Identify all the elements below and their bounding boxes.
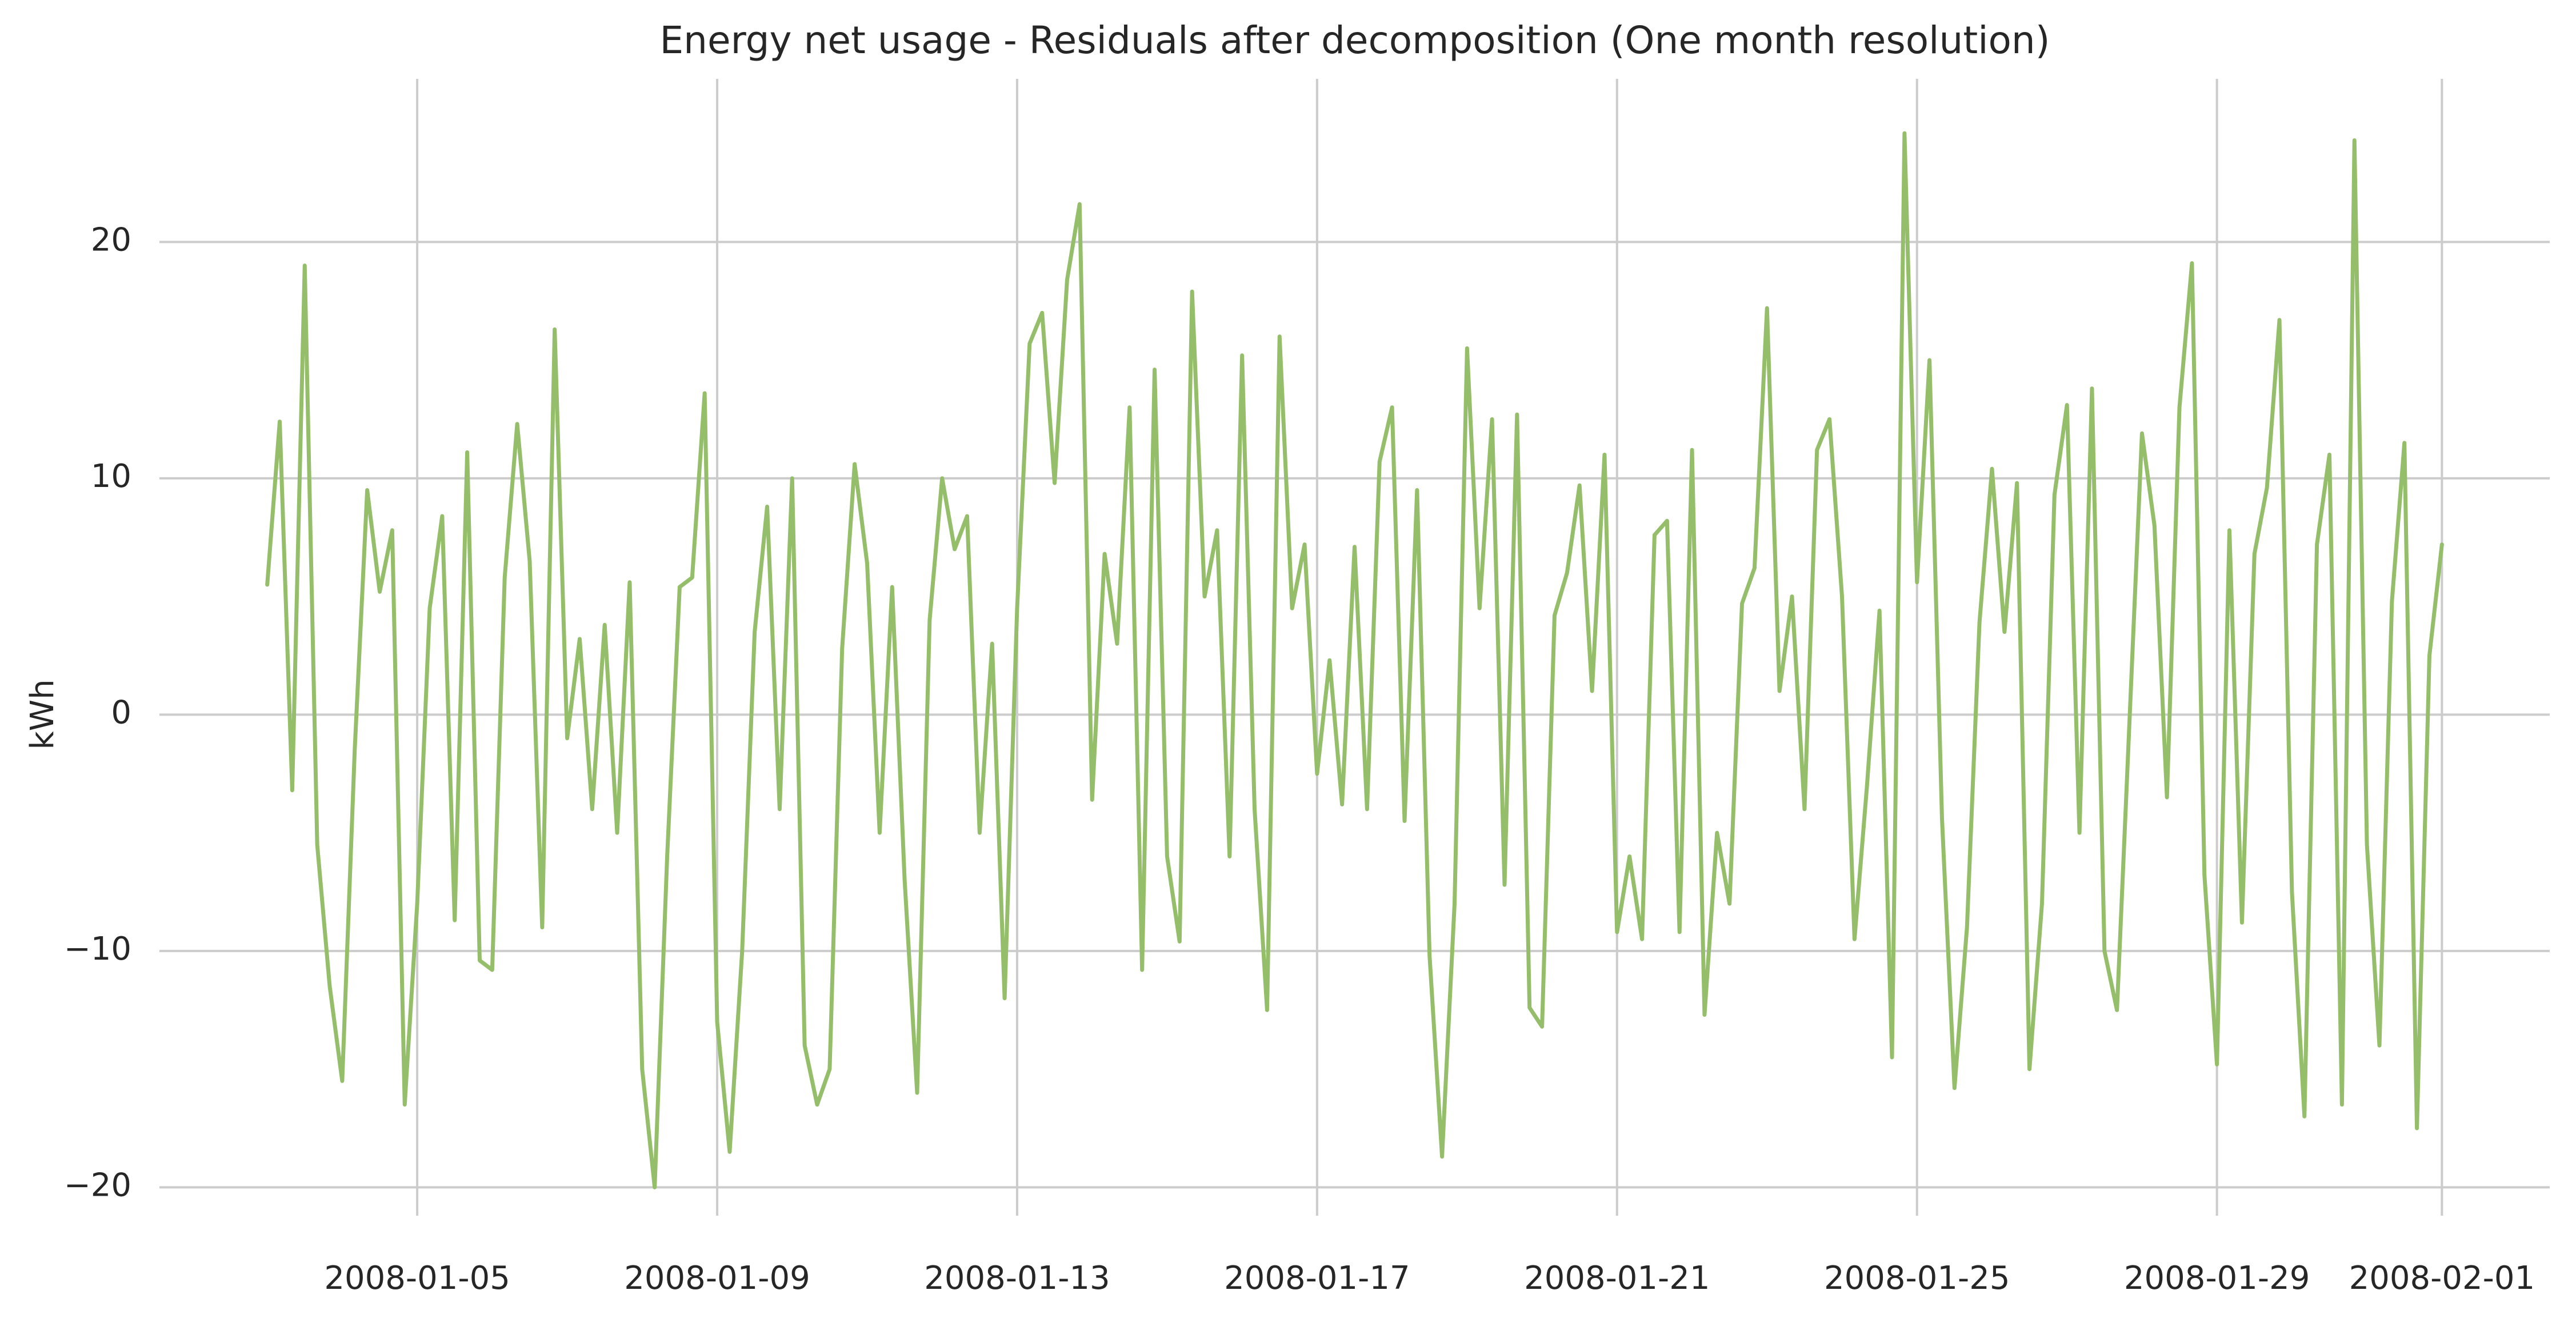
x-tick-label: 2008-01-29 xyxy=(2124,1260,2310,1297)
y-tick-label: 10 xyxy=(91,458,131,495)
x-tick-label: 2008-01-13 xyxy=(924,1260,1110,1297)
y-tick-label: −20 xyxy=(64,1167,131,1204)
x-tick-label: 2008-01-21 xyxy=(1524,1260,1710,1297)
chart-title: Energy net usage - Residuals after decom… xyxy=(659,18,2050,62)
data-line xyxy=(265,131,2444,1189)
y-axis-label: kWh xyxy=(24,679,61,749)
x-tick-label: 2008-01-25 xyxy=(1824,1260,2010,1297)
x-tick-label: 2008-02-01 xyxy=(2349,1260,2535,1297)
y-tick-label: 0 xyxy=(111,694,131,731)
y-tick-label: −10 xyxy=(64,930,131,968)
y-tick-label: 20 xyxy=(91,221,131,258)
x-tick-label: 2008-01-09 xyxy=(624,1260,810,1297)
x-tick-label: 2008-01-17 xyxy=(1224,1260,1410,1297)
x-tick-label: 2008-01-05 xyxy=(324,1260,510,1297)
